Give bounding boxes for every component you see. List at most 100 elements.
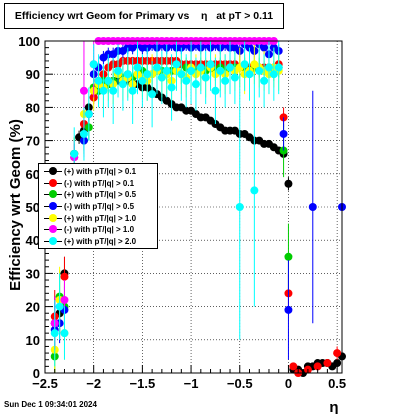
data-point xyxy=(308,203,317,211)
data-point xyxy=(109,86,118,95)
legend-marker-icon xyxy=(42,178,64,189)
data-point xyxy=(187,66,196,75)
legend-marker-icon xyxy=(42,213,64,224)
title-suffix: at pT > 0.11 xyxy=(216,10,274,22)
y-tick-label: 0 xyxy=(33,366,40,381)
data-point xyxy=(260,76,269,85)
data-point xyxy=(104,76,113,85)
data-point xyxy=(177,70,186,79)
y-tick-label: 10 xyxy=(26,333,40,348)
data-point xyxy=(123,70,132,79)
data-point xyxy=(245,70,254,79)
data-point xyxy=(240,60,249,69)
data-point xyxy=(289,362,298,371)
legend-label: (-) with pT/|q| > 0.5 xyxy=(64,202,135,212)
data-point xyxy=(284,252,293,261)
y-tick-label: 70 xyxy=(26,134,40,149)
data-point xyxy=(216,66,225,75)
data-point xyxy=(182,76,191,85)
data-point xyxy=(201,73,210,82)
series-7 xyxy=(50,41,283,367)
legend-entry: (-) with pT/|q| > 0.1 xyxy=(42,178,154,190)
data-point xyxy=(55,302,64,311)
legend-marker-icon xyxy=(42,166,64,177)
data-point xyxy=(99,86,108,95)
data-point xyxy=(84,110,93,119)
legend-label: (-) with pT/|q| > 1.0 xyxy=(64,225,135,235)
data-point xyxy=(221,76,230,85)
data-point xyxy=(269,70,278,79)
y-tick-label: 90 xyxy=(26,67,40,82)
data-point xyxy=(260,43,269,52)
data-point xyxy=(235,203,244,211)
data-point xyxy=(313,362,322,371)
data-point xyxy=(333,349,342,358)
data-point xyxy=(138,76,147,85)
legend-marker-icon xyxy=(42,224,64,235)
x-tick-label: −1 xyxy=(184,376,199,391)
legend-label: (+) with pT/|q| > 0.5 xyxy=(64,190,137,200)
y-tick-label: 20 xyxy=(26,300,40,315)
legend-entry: (-) with pT/|q| > 0.5 xyxy=(42,201,154,213)
title-eta-symbol: η xyxy=(201,10,208,22)
data-point xyxy=(143,70,152,79)
data-point xyxy=(118,80,127,89)
data-point xyxy=(279,129,288,138)
data-point xyxy=(284,305,293,314)
data-point xyxy=(172,60,181,69)
legend-entry: (+) with pT/|q| > 0.5 xyxy=(42,189,154,201)
data-point xyxy=(60,295,69,304)
data-point xyxy=(152,63,161,72)
axis-ticks: −2.5 −2 −1.5 −1 −0.5 0 0.5 0 10 20 30 40 50 60 70 80 90 1… xyxy=(18,34,346,391)
y-tick-label: 30 xyxy=(26,266,40,281)
title-text: Efficiency wrt Geom for Primary vs xyxy=(14,10,190,22)
legend-entry: (+) with pT/|q| > 0.1 xyxy=(42,166,154,178)
x-axis-label: η xyxy=(329,399,338,414)
legend-marker-icon xyxy=(42,189,64,200)
data-point xyxy=(230,73,239,82)
x-tick-label: 0 xyxy=(285,376,292,391)
data-point xyxy=(255,66,264,75)
timestamp: Sun Dec 1 09:34:01 2024 xyxy=(4,400,97,409)
data-point xyxy=(50,329,59,338)
legend-entry: (+) with pT/|q| > 2.0 xyxy=(42,236,154,248)
data-point xyxy=(211,86,220,95)
data-point xyxy=(89,60,98,69)
legend-label: (+) with pT/|q| > 0.1 xyxy=(64,167,137,177)
legend-entry: (-) with pT/|q| > 1.0 xyxy=(42,224,154,236)
data-point xyxy=(250,186,259,195)
legend-label: (-) with pT/|q| > 0.1 xyxy=(64,178,135,188)
x-tick-label: −2 xyxy=(86,376,101,391)
data-point xyxy=(264,63,273,72)
y-tick-label: 40 xyxy=(26,233,40,248)
legend-label: (+) with pT/|q| > 1.0 xyxy=(64,213,137,223)
data-point xyxy=(79,129,88,138)
y-tick-label: 60 xyxy=(26,167,40,182)
data-point xyxy=(148,90,157,99)
data-point xyxy=(284,179,293,188)
legend-marker-icon xyxy=(42,201,64,212)
y-tick-label: 80 xyxy=(26,100,40,115)
data-point xyxy=(333,359,342,368)
data-point xyxy=(157,73,166,82)
y-axis-label: Efficiency wrt Geom (%) xyxy=(7,119,24,291)
data-point xyxy=(196,63,205,72)
data-point xyxy=(167,83,176,92)
x-tick-label: 0.5 xyxy=(328,376,346,391)
data-point xyxy=(70,149,79,158)
x-tick-label: −0.5 xyxy=(227,376,253,391)
data-point xyxy=(226,63,235,72)
data-point xyxy=(60,272,69,281)
data-point xyxy=(128,86,137,95)
data-point xyxy=(79,86,88,95)
legend-label: (+) with pT/|q| > 2.0 xyxy=(64,236,137,246)
legend-entry: (+) with pT/|q| > 1.0 xyxy=(42,212,154,224)
chart-title: Efficiency wrt Geom for Primary vs η at … xyxy=(4,3,284,29)
legend-marker-icon xyxy=(42,236,64,247)
legend: (+) with pT/|q| > 0.1 (-) with pT/|q| > 0… xyxy=(38,163,158,249)
data-point xyxy=(162,66,171,75)
data-point xyxy=(114,66,123,75)
y-tick-label: 100 xyxy=(18,34,40,49)
data-point xyxy=(133,63,142,72)
